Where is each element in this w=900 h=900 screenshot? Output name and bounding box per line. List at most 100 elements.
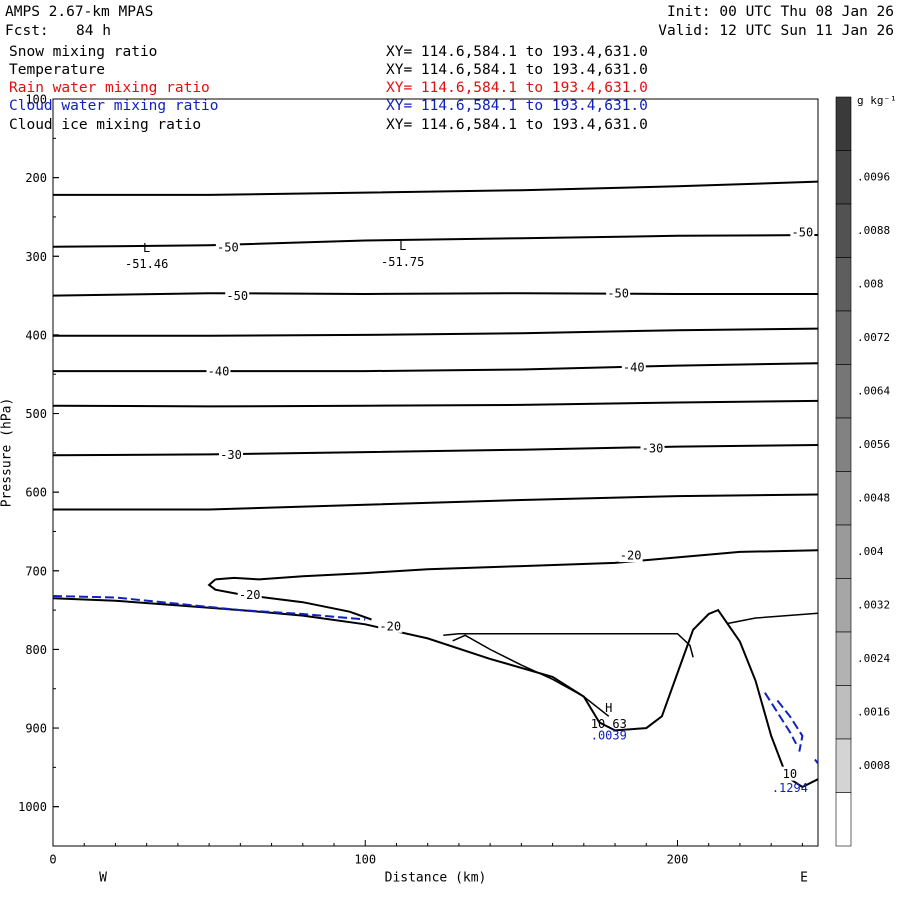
east-label: E — [800, 871, 808, 886]
field-xy: XY= 114.6,584.1 to 193.4,631.0 — [386, 117, 648, 133]
colorbar-tick-label: .0048 — [857, 491, 890, 504]
contour-label-bg — [606, 286, 631, 301]
field-name: Cloud ice mixing ratio — [9, 117, 202, 133]
isotherm-line — [52, 292, 818, 297]
isotherm-line — [215, 549, 819, 581]
forecast-label: Fcst: — [5, 23, 49, 39]
extremum-marker: L — [399, 239, 406, 253]
cloud-water-line — [776, 699, 804, 752]
init-time: Init: 00 UTC Thu 08 Jan 26 — [667, 4, 894, 20]
contour-label-bg — [225, 288, 250, 303]
contour-label: -50 — [792, 225, 814, 239]
field-name: Cloud water mixing ratio — [9, 98, 219, 114]
field-name: Snow mixing ratio — [9, 44, 158, 60]
colorbar-swatch — [835, 364, 852, 419]
colorbar-unit: g kg⁻¹ — [857, 94, 897, 107]
forecast-hours: 84 h — [76, 23, 111, 39]
contour-label: -20 — [239, 588, 261, 602]
y-tick-label: 800 — [25, 643, 47, 657]
cloud-water-line — [764, 692, 797, 745]
contour-label-bg — [621, 360, 646, 375]
colorbar-swatch — [835, 203, 852, 258]
isotherm-line — [53, 493, 819, 511]
y-tick-label: 1000 — [18, 800, 47, 814]
model-title: AMPS 2.67-km MPAS — [5, 4, 154, 20]
y-tick-label: 500 — [25, 407, 47, 421]
field-name: Rain water mixing ratio — [9, 80, 210, 96]
extremum-value: 10.63 — [591, 717, 627, 731]
colorbar-tick-label: .0024 — [857, 652, 890, 665]
y-tick-label: 100 — [25, 93, 47, 107]
colorbar-swatch — [835, 578, 852, 633]
x-tick-label: 0 — [49, 853, 56, 867]
colorbar-swatch — [835, 257, 852, 312]
field-xy: XY= 114.6,584.1 to 193.4,631.0 — [386, 62, 648, 78]
colorbar-tick-label: .0032 — [857, 598, 890, 611]
y-tick-label: 600 — [25, 486, 47, 500]
colorbar-swatch — [835, 417, 852, 472]
colorbar-tick-label: .0056 — [857, 438, 890, 451]
y-tick-label: 300 — [25, 250, 47, 264]
extremum-marker: H — [605, 701, 612, 715]
contour-label: -30 — [220, 448, 242, 462]
isotherm-line — [53, 362, 819, 373]
field-xy: XY= 114.6,584.1 to 193.4,631.0 — [386, 98, 648, 114]
colorbar-tick-label: .0008 — [857, 759, 890, 772]
field-name: Temperature — [9, 62, 106, 78]
contour-label: -40 — [208, 365, 230, 379]
contour-label: -20 — [620, 549, 642, 563]
colorbar-tick-label: .0088 — [857, 224, 890, 237]
colorbar-swatch — [835, 471, 852, 526]
cloud-water-line — [814, 758, 819, 765]
colorbar-tick-label: .0016 — [857, 705, 890, 718]
contour-label: -40 — [623, 361, 645, 375]
y-tick-label: 700 — [25, 564, 47, 578]
field-xy: XY= 114.6,584.1 to 193.4,631.0 — [386, 44, 648, 60]
colorbar-swatch — [835, 310, 852, 365]
isotherm-line — [443, 632, 694, 658]
contour-label-bg — [237, 587, 262, 602]
plot-frame — [52, 98, 819, 847]
colorbar-swatch — [835, 150, 852, 205]
contour-label-bg — [218, 447, 243, 462]
contour-label: 10 — [783, 767, 797, 781]
isotherm-line — [52, 444, 819, 457]
colorbar-tick-label: .0096 — [857, 170, 890, 183]
cloud-water-label: .1294 — [772, 781, 808, 795]
west-label: W — [99, 871, 107, 886]
contour-label-bg — [206, 364, 231, 379]
x-tick-label: 100 — [354, 853, 376, 867]
field-xy: XY= 114.6,584.1 to 193.4,631.0 — [386, 80, 648, 96]
extremum-marker: L — [143, 241, 150, 255]
colorbar-swatch — [835, 96, 852, 151]
isotherm-line — [53, 180, 819, 196]
colorbar-tick-label: .004 — [857, 545, 884, 558]
valid-time: Valid: 12 UTC Sun 11 Jan 26 — [658, 23, 894, 39]
contour-label: -20 — [379, 619, 401, 633]
contour-label: -50 — [226, 289, 248, 303]
colorbar-swatch — [835, 631, 852, 686]
colorbar-swatch — [835, 524, 852, 579]
contour-label: -50 — [217, 240, 239, 254]
cloud-water-label: .0039 — [591, 728, 627, 742]
contour-label-bg — [378, 618, 403, 633]
y-tick-label: 900 — [25, 722, 47, 736]
colorbar-tick-label: .008 — [857, 277, 884, 290]
colorbar-tick-label: .0072 — [857, 331, 890, 344]
contour-label: -50 — [607, 287, 629, 301]
y-tick-label: 200 — [25, 171, 47, 185]
extremum-value: -51.46 — [125, 257, 168, 271]
isotherm-line — [452, 634, 610, 717]
colorbar-swatch — [835, 738, 852, 793]
isotherm-line — [52, 234, 819, 248]
x-tick-label: 200 — [667, 853, 689, 867]
contour-label-bg — [215, 239, 240, 254]
contour-label-bg — [777, 766, 802, 781]
extremum-value: -51.75 — [381, 255, 424, 269]
y-axis-label: Pressure (hPa) — [0, 398, 15, 508]
isotherm-line — [717, 609, 819, 625]
contour-label: -30 — [642, 442, 664, 456]
colorbar-swatch — [835, 685, 852, 740]
colorbar-tick-label: .0064 — [857, 384, 890, 397]
